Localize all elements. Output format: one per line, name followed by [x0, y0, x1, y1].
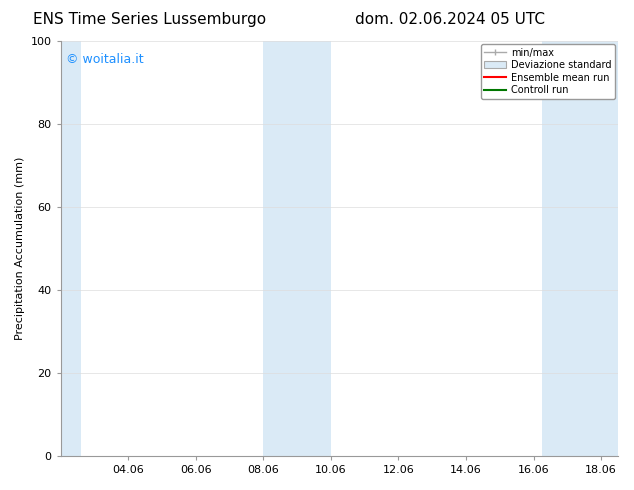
- Bar: [542, 41, 618, 456]
- Y-axis label: Precipitation Accumulation (mm): Precipitation Accumulation (mm): [15, 157, 25, 340]
- Bar: [263, 41, 331, 456]
- Text: © woitalia.it: © woitalia.it: [66, 53, 144, 67]
- Legend: min/max, Deviazione standard, Ensemble mean run, Controll run: min/max, Deviazione standard, Ensemble m…: [481, 44, 615, 99]
- Bar: [61, 41, 81, 456]
- Text: ENS Time Series Lussemburgo: ENS Time Series Lussemburgo: [33, 12, 266, 27]
- Text: dom. 02.06.2024 05 UTC: dom. 02.06.2024 05 UTC: [355, 12, 545, 27]
